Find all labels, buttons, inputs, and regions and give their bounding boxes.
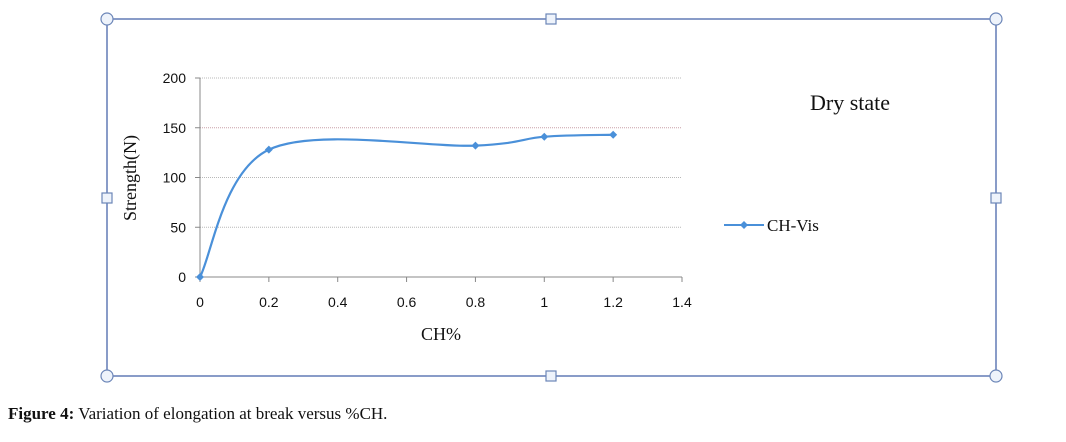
figure-caption-text: Variation of elongation at break versus …: [74, 404, 388, 423]
x-tick-label: 0: [196, 294, 204, 310]
data-point: [471, 141, 480, 150]
x-tick-label: 0.6: [397, 294, 417, 310]
y-axis-title: Strength(N): [120, 135, 141, 221]
y-tick-label: 0: [178, 269, 186, 285]
x-tick-label: 0.4: [328, 294, 348, 310]
resize-handle-middle-left[interactable]: [101, 192, 113, 204]
series-line: [199, 133, 614, 278]
y-tick-label: 150: [163, 120, 187, 136]
x-tick-label: 1.4: [672, 294, 692, 310]
resize-handle-top-middle[interactable]: [545, 13, 557, 25]
x-tick-label: 0.2: [259, 294, 279, 310]
x-tick-label: 1.2: [603, 294, 623, 310]
chart-frame: [106, 18, 997, 377]
y-tick-label: 50: [170, 219, 186, 235]
x-axis-title: CH%: [421, 324, 461, 344]
data-point: [609, 130, 618, 139]
resize-handle-middle-right[interactable]: [990, 192, 1002, 204]
resize-handle-bottom-right[interactable]: [989, 369, 1003, 383]
figure-caption-label: Figure 4:: [8, 404, 75, 423]
data-point: [196, 273, 204, 281]
legend-marker: [740, 221, 748, 229]
resize-handle-top-left[interactable]: [100, 12, 114, 26]
legend-label: CH-Vis: [767, 216, 819, 235]
chart-title: Dry state: [810, 90, 890, 115]
x-tick-label: 1: [540, 294, 548, 310]
resize-handle-top-right[interactable]: [989, 12, 1003, 26]
y-tick-label: 200: [163, 70, 187, 86]
figure-caption: Figure 4: Variation of elongation at bre…: [8, 404, 387, 424]
axes: 0 50 100 150 200 0 0.2 0.4 0.6 0.8 1 1.2 1.4: [163, 70, 692, 310]
grid: [200, 77, 682, 228]
legend: CH-Vis: [724, 216, 819, 235]
y-tick-label: 100: [163, 170, 187, 186]
data-point: [264, 145, 273, 154]
series: [196, 130, 618, 281]
x-tick-label: 0.8: [466, 294, 486, 310]
resize-handle-bottom-middle[interactable]: [545, 370, 557, 382]
resize-handle-bottom-left[interactable]: [100, 369, 114, 383]
data-point: [540, 132, 549, 141]
